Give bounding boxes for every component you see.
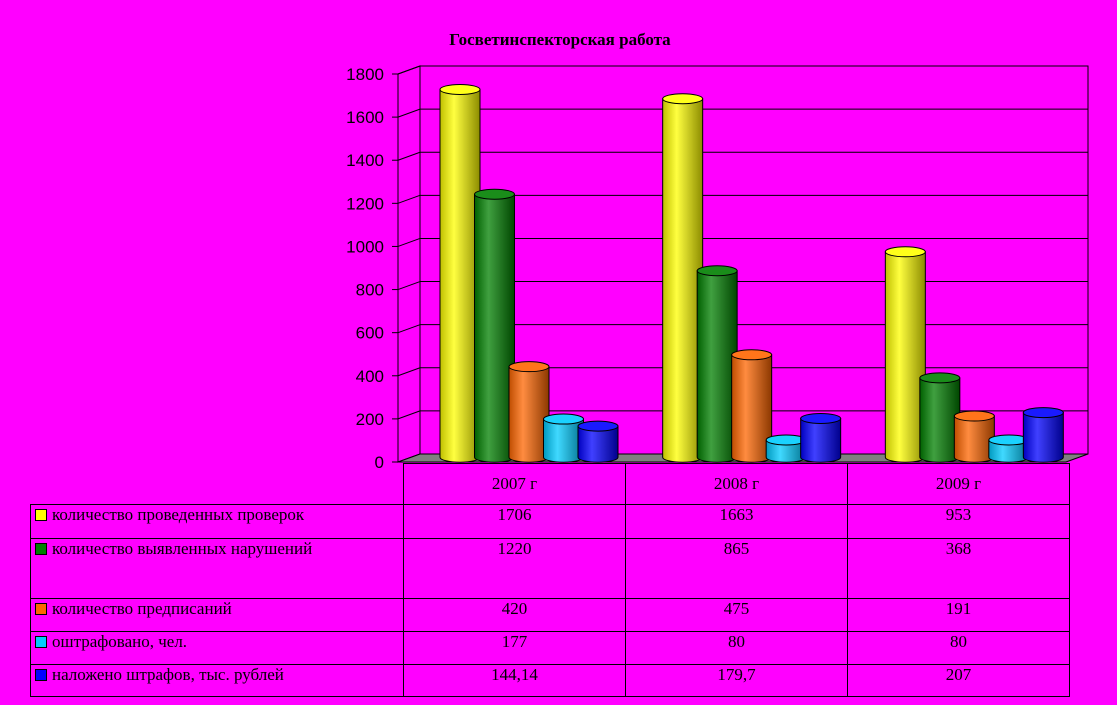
y-tick-label: 800 xyxy=(356,281,384,300)
table-row: наложено штрафов, тыс. рублей 144,14 179… xyxy=(30,664,1070,697)
bar-cylinder-top xyxy=(543,413,584,425)
data-cell: 475 xyxy=(625,598,848,632)
data-cell: 179,7 xyxy=(625,664,848,697)
y-tick-label: 400 xyxy=(356,367,384,386)
data-cell: 1220 xyxy=(403,538,626,599)
gridline-side xyxy=(397,237,421,247)
data-cell: 191 xyxy=(847,598,1070,632)
legend-entry: количество проведенных проверок xyxy=(30,504,404,539)
data-cell: 368 xyxy=(847,538,1070,599)
y-tick-label: 1600 xyxy=(346,108,384,127)
bar-cylinder-top xyxy=(919,372,961,384)
table-row: количество проведенных проверок 1706 166… xyxy=(30,504,1070,539)
legend-swatch xyxy=(35,669,47,681)
y-tick-label: 1000 xyxy=(346,237,384,256)
data-cell: 1706 xyxy=(403,504,626,539)
data-cell: 207 xyxy=(847,664,1070,697)
data-cell: 953 xyxy=(847,504,1070,539)
category-label: 2008 г xyxy=(625,463,848,505)
bar-cylinder-top xyxy=(439,83,481,95)
y-tick-label: 1400 xyxy=(346,151,384,170)
table-row: оштрафовано, чел. 177 80 80 xyxy=(30,631,1070,665)
bar-cylinder-top xyxy=(577,420,619,432)
bar-cylinder-top xyxy=(508,361,550,373)
category-label: 2009 г xyxy=(847,463,1070,505)
gridline-side xyxy=(397,324,421,334)
plot-side-wall xyxy=(397,65,421,463)
legend-swatch xyxy=(35,603,47,615)
data-cell: 80 xyxy=(847,631,1070,665)
legend-entry: количество предписаний xyxy=(30,598,404,632)
category-label: 2007 г xyxy=(403,463,626,505)
bar-cylinder-top xyxy=(662,93,704,105)
bar-cylinder-top xyxy=(1022,407,1064,419)
y-tick-label: 0 xyxy=(375,453,384,472)
data-table: 2007 г 2008 г 2009 г количество проведен… xyxy=(30,463,1070,697)
bar-cylinder-top xyxy=(953,410,995,422)
bar-cylinder-top xyxy=(884,246,926,258)
table-row: количество выявленных нарушений 1220 865… xyxy=(30,538,1070,599)
y-tick-label: 1800 xyxy=(346,65,384,84)
y-tick-label: 1200 xyxy=(346,194,384,213)
bar-cylinder-top xyxy=(696,265,738,277)
series-name: оштрафовано, чел. xyxy=(52,632,188,651)
legend-entry: наложено штрафов, тыс. рублей xyxy=(30,664,404,697)
series-name: количество проведенных проверок xyxy=(52,505,305,524)
legend-entry: оштрафовано, чел. xyxy=(30,631,404,665)
gridline-side xyxy=(397,367,421,377)
gridline-side xyxy=(397,108,421,118)
bar-cylinder-top xyxy=(474,188,515,200)
data-cell: 80 xyxy=(625,631,848,665)
legend-swatch xyxy=(35,636,47,648)
y-tick-label: 200 xyxy=(356,410,384,429)
gridline-side xyxy=(397,151,421,161)
gridline-side xyxy=(397,194,421,204)
chart-title: Госветинспекторская работа xyxy=(449,30,671,49)
data-cell: 420 xyxy=(403,598,626,632)
bar-cylinder-top xyxy=(731,349,773,361)
data-cell: 144,14 xyxy=(403,664,626,697)
data-cell: 865 xyxy=(625,538,848,599)
series-name: наложено штрафов, тыс. рублей xyxy=(52,665,284,684)
table-row: количество предписаний 420 475 191 xyxy=(30,598,1070,632)
gridline-side xyxy=(397,281,421,291)
bar-cylinder-top xyxy=(800,412,842,424)
gridline-side xyxy=(397,65,421,75)
legend-swatch xyxy=(35,509,47,521)
bar-cylinder xyxy=(1022,412,1064,463)
gridline-side xyxy=(397,410,421,420)
data-cell: 1663 xyxy=(625,504,848,539)
legend-entry: количество выявленных нарушений xyxy=(30,538,404,599)
bar-cylinder xyxy=(577,425,619,463)
table-header-row: 2007 г 2008 г 2009 г xyxy=(30,463,1070,505)
bar-cylinder-top xyxy=(988,434,1030,446)
data-cell: 177 xyxy=(403,631,626,665)
bar-cylinder xyxy=(800,417,842,463)
legend-swatch xyxy=(35,543,47,555)
series-name: количество выявленных нарушений xyxy=(52,539,313,558)
series-name: количество предписаний xyxy=(52,599,232,618)
y-tick-label: 600 xyxy=(356,324,384,343)
